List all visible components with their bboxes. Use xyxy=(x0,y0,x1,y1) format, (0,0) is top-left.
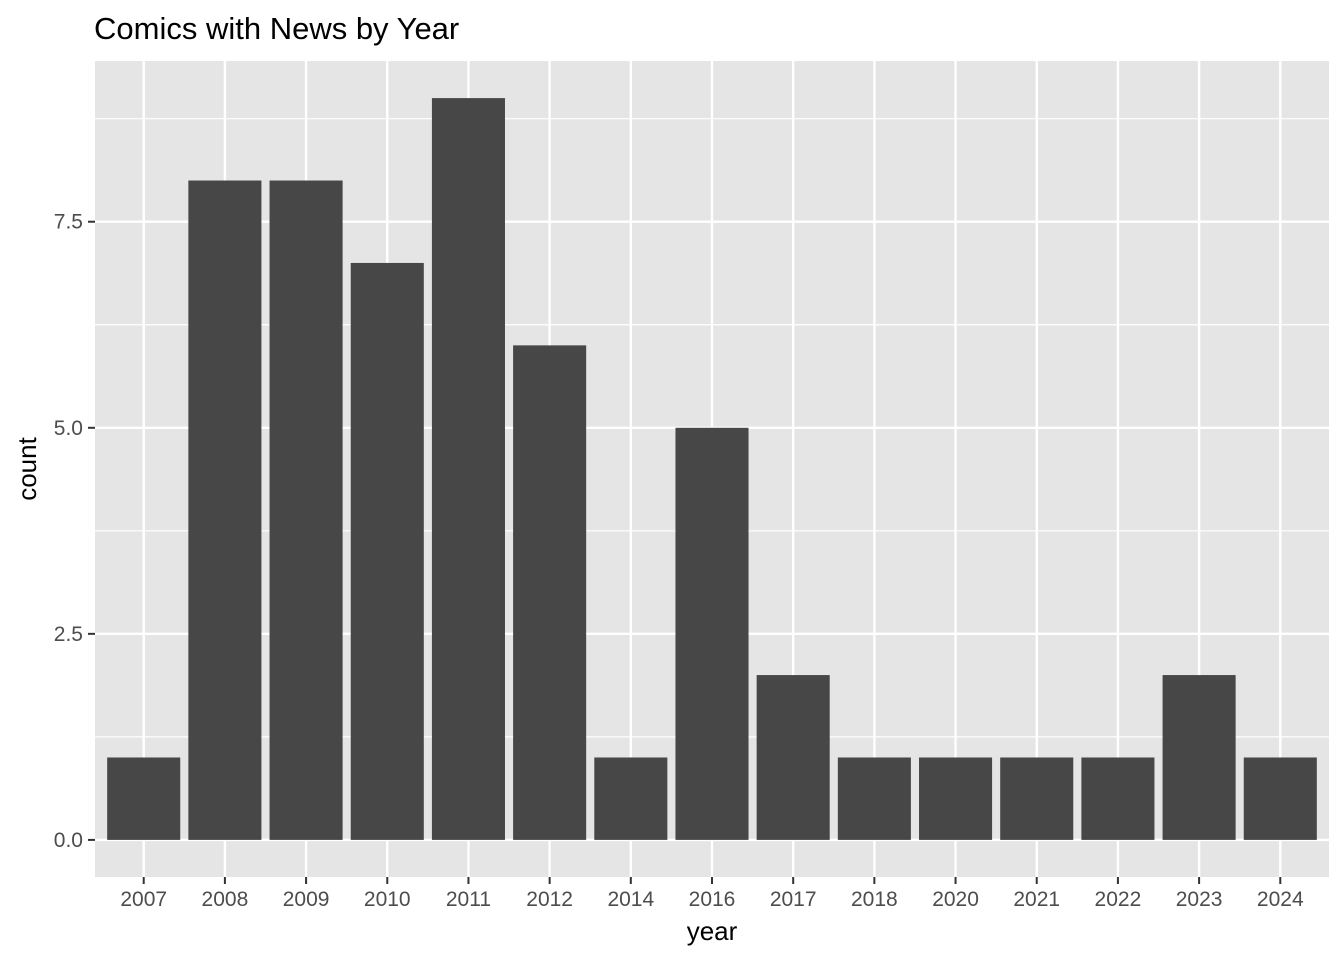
x-tick-label: 2011 xyxy=(446,888,491,911)
bar-2009 xyxy=(269,180,343,840)
x-axis: 2007 2008 2009 2010 2011 2012 2014 2016 2017 2018… xyxy=(120,877,1304,911)
x-tick-label: 2010 xyxy=(364,888,411,911)
x-tick-label: 2016 xyxy=(689,888,736,911)
bar-2020 xyxy=(919,757,993,840)
y-axis-title: count xyxy=(12,436,42,500)
x-tick-label: 2021 xyxy=(1013,888,1060,911)
bar-2014 xyxy=(594,757,668,840)
bar-2022 xyxy=(1081,757,1155,840)
x-tick-label: 2009 xyxy=(283,888,330,911)
bar-2021 xyxy=(1000,757,1074,840)
chart-title: Comics with News by Year xyxy=(94,11,459,46)
y-tick-label: 2.5 xyxy=(54,623,83,646)
x-tick-label: 2012 xyxy=(526,888,573,911)
bar-2017 xyxy=(756,675,830,840)
x-tick-label: 2020 xyxy=(932,888,979,911)
x-tick-label: 2018 xyxy=(851,888,898,911)
y-tick-label: 7.5 xyxy=(54,211,83,234)
x-tick-label: 2014 xyxy=(607,888,654,911)
y-axis: 0.0 2.5 5.0 7.5 xyxy=(54,211,95,852)
x-tick-label: 2022 xyxy=(1095,888,1142,911)
x-tick-label: 2017 xyxy=(770,888,817,911)
x-tick-label: 2008 xyxy=(202,888,249,911)
x-tick-label: 2024 xyxy=(1257,888,1304,911)
bars xyxy=(107,98,1317,840)
bar-2008 xyxy=(188,180,262,840)
bar-2023 xyxy=(1162,675,1236,840)
bar-2012 xyxy=(513,345,587,840)
bar-2016 xyxy=(675,427,749,840)
x-axis-title: year xyxy=(687,916,738,946)
y-tick-label: 5.0 xyxy=(54,417,83,440)
bar-2011 xyxy=(431,98,505,840)
bar-2007 xyxy=(107,757,181,840)
bar-2018 xyxy=(837,757,911,840)
bar-2024 xyxy=(1243,757,1317,840)
y-tick-label: 0.0 xyxy=(54,829,83,852)
x-tick-label: 2007 xyxy=(120,888,167,911)
bar-2010 xyxy=(350,262,424,840)
x-tick-label: 2023 xyxy=(1176,888,1223,911)
